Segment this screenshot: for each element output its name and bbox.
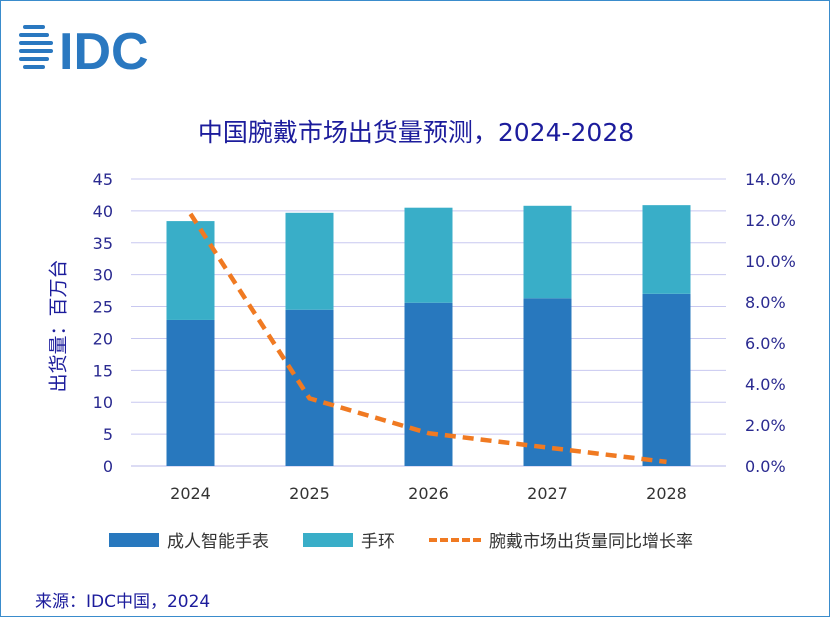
x-tick-label: 2025 xyxy=(289,484,330,503)
y-tick-label: 20 xyxy=(93,329,113,348)
bar-segment xyxy=(642,205,691,294)
y2-tick-label: 0.0% xyxy=(745,457,786,476)
y-tick-label: 5 xyxy=(103,425,113,444)
y-tick-label: 0 xyxy=(103,457,113,476)
legend-label: 手环 xyxy=(361,532,395,552)
legend-swatch xyxy=(429,537,481,542)
legend-label: 成人智能手表 xyxy=(167,532,269,552)
idc-logo: IDC xyxy=(19,23,149,75)
bar-segment xyxy=(523,205,572,299)
y2-tick-label: 6.0% xyxy=(745,334,786,353)
bar-segment xyxy=(285,309,334,466)
x-tick-label: 2026 xyxy=(408,484,449,503)
legend: 成人智能手表 手环 腕戴市场出货量同比增长率 xyxy=(109,527,727,552)
legend-item-growth: 腕戴市场出货量同比增长率 xyxy=(429,527,693,552)
legend-item-band: 手环 xyxy=(303,527,395,552)
bar-segment xyxy=(642,293,691,466)
y-tick-label: 10 xyxy=(93,393,113,412)
y-axis-label: 出货量：百万台 xyxy=(47,259,70,393)
x-tick-label: 2028 xyxy=(646,484,687,503)
x-tick-label: 2027 xyxy=(527,484,568,503)
y2-tick-label: 12.0% xyxy=(745,211,796,230)
bar-segment xyxy=(523,298,572,466)
y2-tick-label: 4.0% xyxy=(745,375,786,394)
y-tick-label: 30 xyxy=(93,266,113,285)
source-note: 来源：IDC中国，2024 xyxy=(35,592,211,612)
y2-tick-label: 2.0% xyxy=(745,416,786,435)
legend-item-smartwatch: 成人智能手表 xyxy=(109,527,269,552)
bar-segment xyxy=(404,207,453,303)
x-tick-label: 2024 xyxy=(170,484,211,503)
y2-tick-label: 10.0% xyxy=(745,252,796,271)
legend-label: 腕戴市场出货量同比增长率 xyxy=(489,532,693,552)
bar-segment xyxy=(166,319,215,466)
chart-title: 中国腕戴市场出货量预测，2024-2028 xyxy=(197,118,635,147)
y-tick-label: 45 xyxy=(93,170,113,189)
legend-swatch xyxy=(109,532,159,547)
y-tick-label: 25 xyxy=(93,298,113,317)
y-tick-label: 40 xyxy=(93,202,113,221)
bar-segment xyxy=(404,302,453,466)
y-tick-label: 15 xyxy=(93,361,113,380)
y2-tick-label: 14.0% xyxy=(745,170,796,189)
y-tick-label: 35 xyxy=(93,234,113,253)
legend-swatch xyxy=(303,532,353,547)
svg-text:IDC: IDC xyxy=(59,23,149,75)
bar-segment xyxy=(285,212,334,310)
y2-tick-label: 8.0% xyxy=(745,293,786,312)
